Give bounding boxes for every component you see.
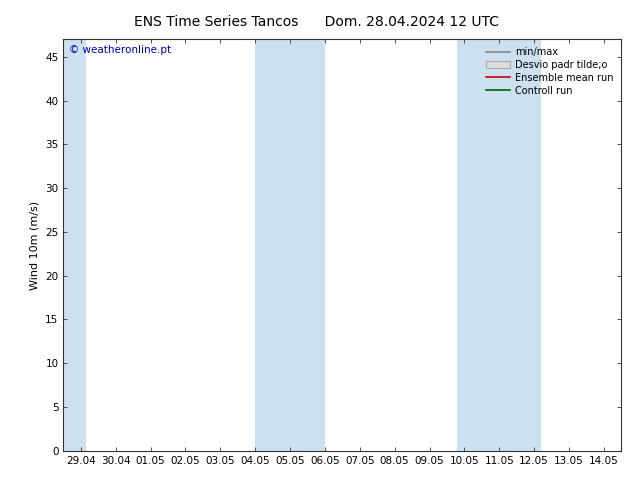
Bar	[458, 39, 541, 451]
Legend: min/max, Desvio padr tilde;o, Ensemble mean run, Controll run: min/max, Desvio padr tilde;o, Ensemble m…	[483, 44, 616, 98]
Bar	[255, 39, 325, 451]
Y-axis label: Wind 10m (m/s): Wind 10m (m/s)	[30, 200, 40, 290]
Text: ENS Time Series Tancos      Dom. 28.04.2024 12 UTC: ENS Time Series Tancos Dom. 28.04.2024 1…	[134, 15, 500, 29]
Text: © weatheronline.pt: © weatheronline.pt	[69, 46, 171, 55]
Bar	[63, 39, 86, 451]
